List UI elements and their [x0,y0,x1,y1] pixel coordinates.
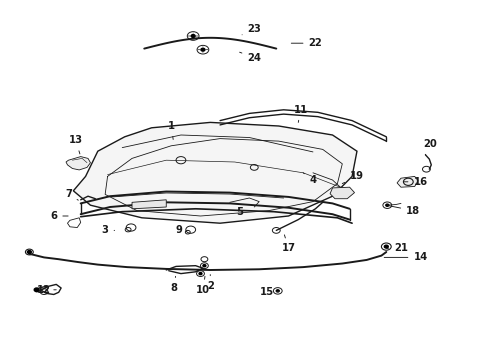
Text: 12: 12 [37,285,56,295]
Circle shape [191,35,195,37]
Text: 21: 21 [386,243,407,253]
Circle shape [385,204,388,206]
Text: 23: 23 [242,24,261,35]
Polygon shape [396,176,417,187]
Text: 6: 6 [50,211,68,221]
Circle shape [199,273,202,275]
Polygon shape [66,157,90,170]
Text: 2: 2 [206,275,213,291]
Polygon shape [73,122,356,223]
Text: 15: 15 [259,287,278,297]
Text: 16: 16 [403,177,427,187]
Text: 1: 1 [167,121,174,139]
Text: 11: 11 [293,105,307,122]
Text: 19: 19 [342,171,363,184]
Polygon shape [132,200,166,209]
Text: 22: 22 [291,38,322,48]
Circle shape [201,48,204,51]
Text: 10: 10 [196,276,209,295]
Text: 7: 7 [65,189,78,200]
Text: 24: 24 [239,52,261,63]
Text: 20: 20 [423,139,436,155]
Text: 5: 5 [236,207,243,217]
Text: 14: 14 [384,252,427,262]
Text: 18: 18 [388,206,419,216]
Text: 9: 9 [175,225,187,235]
Circle shape [34,288,39,292]
Circle shape [27,251,31,253]
Text: 13: 13 [69,135,82,154]
Polygon shape [329,187,354,199]
Text: 3: 3 [102,225,114,235]
Circle shape [203,265,205,267]
Circle shape [384,245,387,248]
Text: 4: 4 [303,173,316,185]
Circle shape [276,290,279,292]
Text: 17: 17 [281,235,295,253]
Text: 8: 8 [170,276,177,293]
